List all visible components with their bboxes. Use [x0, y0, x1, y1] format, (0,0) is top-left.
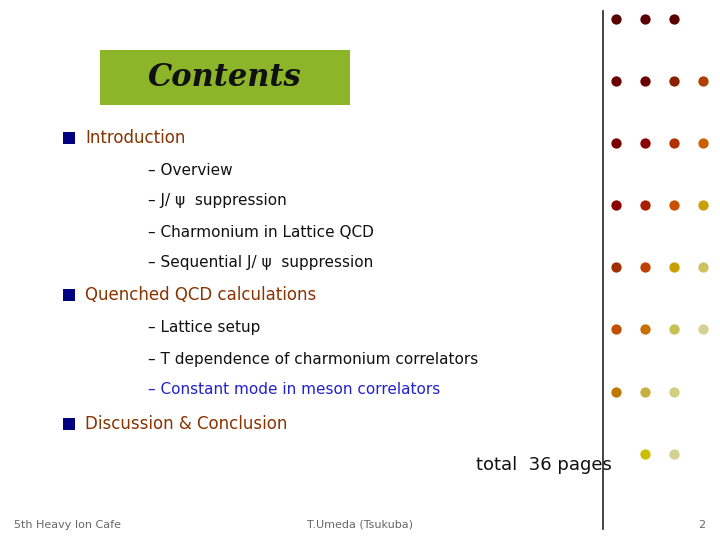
Text: Discussion & Conclusion: Discussion & Conclusion: [85, 415, 287, 433]
Point: [639, 263, 651, 272]
Point: [697, 77, 708, 85]
Point: [611, 325, 622, 334]
Text: Quenched QCD calculations: Quenched QCD calculations: [85, 286, 316, 305]
Text: – Constant mode in meson correlators: – Constant mode in meson correlators: [148, 382, 440, 397]
Point: [611, 201, 622, 210]
Point: [639, 449, 651, 458]
Text: total  36 pages: total 36 pages: [476, 456, 611, 475]
Text: Contents: Contents: [148, 62, 302, 93]
Point: [639, 201, 651, 210]
Point: [668, 449, 680, 458]
Text: – Charmonium in Lattice QCD: – Charmonium in Lattice QCD: [148, 225, 374, 240]
Point: [668, 201, 680, 210]
Text: – Lattice setup: – Lattice setup: [148, 320, 260, 335]
Text: T.Umeda (Tsukuba): T.Umeda (Tsukuba): [307, 520, 413, 530]
Point: [697, 139, 708, 147]
Point: [611, 139, 622, 147]
Text: – Sequential J/ ψ  suppression: – Sequential J/ ψ suppression: [148, 255, 373, 271]
Point: [611, 387, 622, 396]
Point: [639, 387, 651, 396]
Point: [611, 263, 622, 272]
Text: – J/ ψ  suppression: – J/ ψ suppression: [148, 193, 287, 208]
Point: [63, 291, 75, 300]
Text: 5th Heavy Ion Cafe: 5th Heavy Ion Cafe: [14, 520, 122, 530]
FancyBboxPatch shape: [100, 50, 350, 105]
Point: [611, 15, 622, 23]
Text: – Overview: – Overview: [148, 163, 233, 178]
Point: [639, 139, 651, 147]
Point: [639, 15, 651, 23]
Point: [63, 133, 75, 142]
Point: [697, 263, 708, 272]
Text: – T dependence of charmonium correlators: – T dependence of charmonium correlators: [148, 352, 478, 367]
Point: [639, 77, 651, 85]
Point: [668, 77, 680, 85]
Point: [639, 325, 651, 334]
Point: [668, 325, 680, 334]
Point: [697, 201, 708, 210]
Point: [668, 263, 680, 272]
Point: [63, 420, 75, 428]
Point: [611, 77, 622, 85]
Point: [668, 15, 680, 23]
Point: [697, 325, 708, 334]
Point: [668, 139, 680, 147]
Text: 2: 2: [698, 520, 706, 530]
Point: [668, 387, 680, 396]
Text: Introduction: Introduction: [85, 129, 185, 147]
